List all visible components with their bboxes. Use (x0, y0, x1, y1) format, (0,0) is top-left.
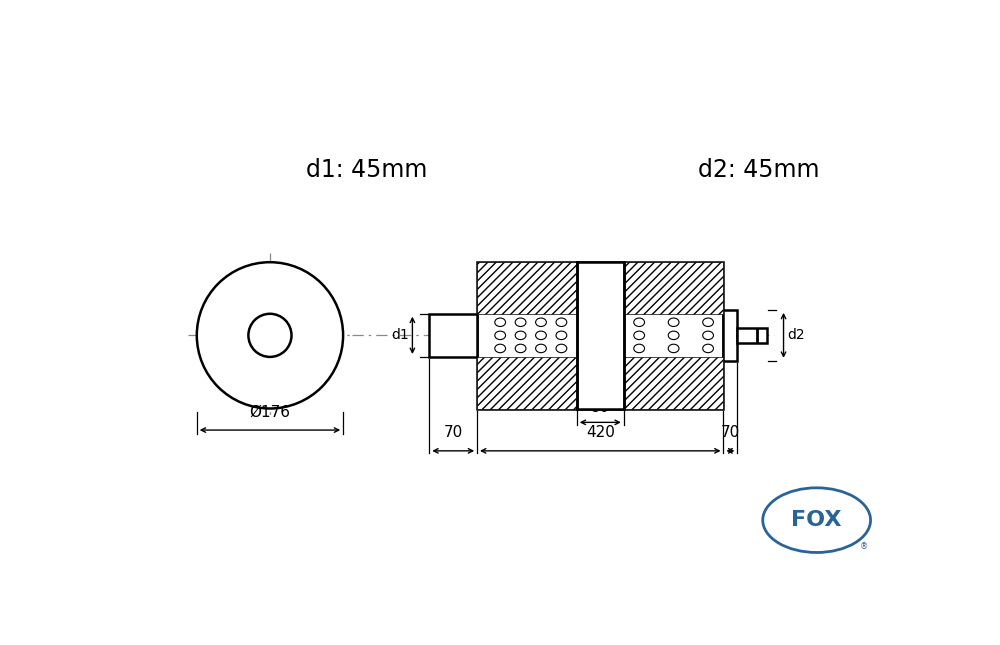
Ellipse shape (668, 344, 679, 353)
Circle shape (248, 313, 292, 357)
Ellipse shape (634, 318, 645, 326)
Text: 420: 420 (586, 425, 615, 440)
Ellipse shape (495, 344, 506, 353)
Bar (624, 357, 723, 408)
Ellipse shape (703, 331, 713, 339)
Bar (429, 313, 477, 357)
Bar (737, 328, 767, 343)
Ellipse shape (668, 331, 679, 339)
Ellipse shape (703, 318, 713, 326)
Text: d1: 45mm: d1: 45mm (306, 158, 427, 182)
Ellipse shape (634, 344, 645, 353)
Ellipse shape (536, 344, 546, 353)
Ellipse shape (536, 331, 546, 339)
Ellipse shape (556, 344, 567, 353)
Text: 70: 70 (721, 425, 740, 440)
Ellipse shape (515, 344, 526, 353)
Bar (477, 263, 577, 313)
Ellipse shape (556, 318, 567, 326)
Text: FOX: FOX (791, 510, 842, 530)
Ellipse shape (634, 331, 645, 339)
Ellipse shape (668, 318, 679, 326)
Text: 70: 70 (444, 425, 463, 440)
Text: d2: d2 (787, 328, 805, 342)
Circle shape (197, 263, 343, 408)
Ellipse shape (515, 318, 526, 326)
Bar (723, 310, 737, 361)
Text: d1: d1 (391, 328, 409, 342)
Ellipse shape (536, 318, 546, 326)
Ellipse shape (556, 331, 567, 339)
Ellipse shape (495, 318, 506, 326)
Text: 80: 80 (591, 401, 609, 415)
Bar (577, 263, 624, 408)
Ellipse shape (515, 331, 526, 339)
Text: Ø176: Ø176 (249, 404, 290, 419)
Bar (624, 263, 723, 313)
Text: d2: 45mm: d2: 45mm (698, 158, 820, 182)
Bar (477, 357, 577, 408)
Text: ®: ® (860, 542, 869, 551)
Ellipse shape (763, 488, 871, 553)
Bar (477, 263, 723, 408)
Ellipse shape (495, 331, 506, 339)
Ellipse shape (703, 344, 713, 353)
